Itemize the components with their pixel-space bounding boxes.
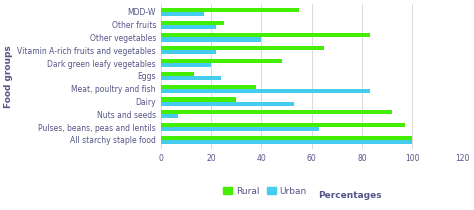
Bar [161,114,178,118]
Bar [161,59,282,63]
Bar [161,8,299,12]
Bar [161,46,324,50]
Bar [161,127,319,131]
Bar [161,12,203,16]
Bar [161,89,370,93]
Bar [161,123,405,127]
Bar [161,101,294,106]
Bar [161,136,412,140]
Bar [161,37,262,42]
Bar [161,85,256,89]
Bar [161,21,224,25]
Bar [161,72,193,76]
Bar [161,97,236,101]
Bar [161,50,216,54]
Bar [161,110,392,114]
Text: Percentages: Percentages [318,191,382,200]
Y-axis label: Food groups: Food groups [4,45,13,108]
Bar [161,33,370,37]
Bar [161,76,221,80]
Bar [161,63,211,67]
Bar [161,140,412,144]
Legend: Rural, Urban: Rural, Urban [219,183,310,199]
Bar [161,25,216,29]
